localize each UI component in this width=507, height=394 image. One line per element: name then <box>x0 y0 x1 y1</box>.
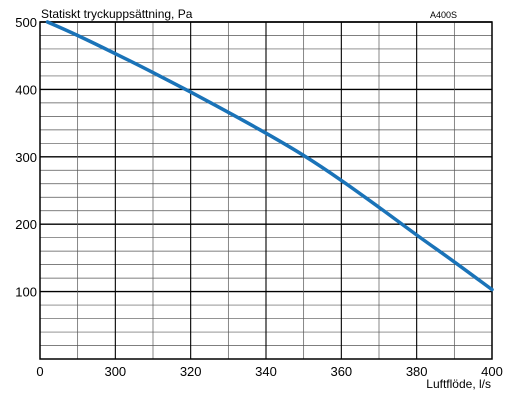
chart-grid <box>39 21 493 360</box>
plot-frame <box>39 21 493 360</box>
x-tick-label: 400 <box>481 364 503 379</box>
x-tick-label: 300 <box>104 364 126 379</box>
y-tick-label: 200 <box>15 217 37 232</box>
y-tick-label: 300 <box>15 150 37 165</box>
y-tick-label: 500 <box>15 15 37 30</box>
y-tick-label: 100 <box>15 285 37 300</box>
x-tick-label: 380 <box>406 364 428 379</box>
x-tick-label: 360 <box>330 364 352 379</box>
x-axis-label: Luftflöde, l/s <box>426 377 491 391</box>
series-line <box>45 20 494 292</box>
x-axis-ticks: 0 300 320 340 360 380 400 <box>36 364 502 379</box>
chart-series <box>45 20 494 292</box>
x-tick-label: 340 <box>255 364 277 379</box>
x-tick-label: 0 <box>36 364 43 379</box>
model-code: A400S <box>430 10 457 20</box>
y-tick-label: 400 <box>15 82 37 97</box>
chart-title: Statiskt tryckuppsättning, Pa <box>41 7 193 21</box>
x-tick-label: 320 <box>180 364 202 379</box>
y-axis-ticks: 100 200 300 400 500 <box>15 15 37 300</box>
